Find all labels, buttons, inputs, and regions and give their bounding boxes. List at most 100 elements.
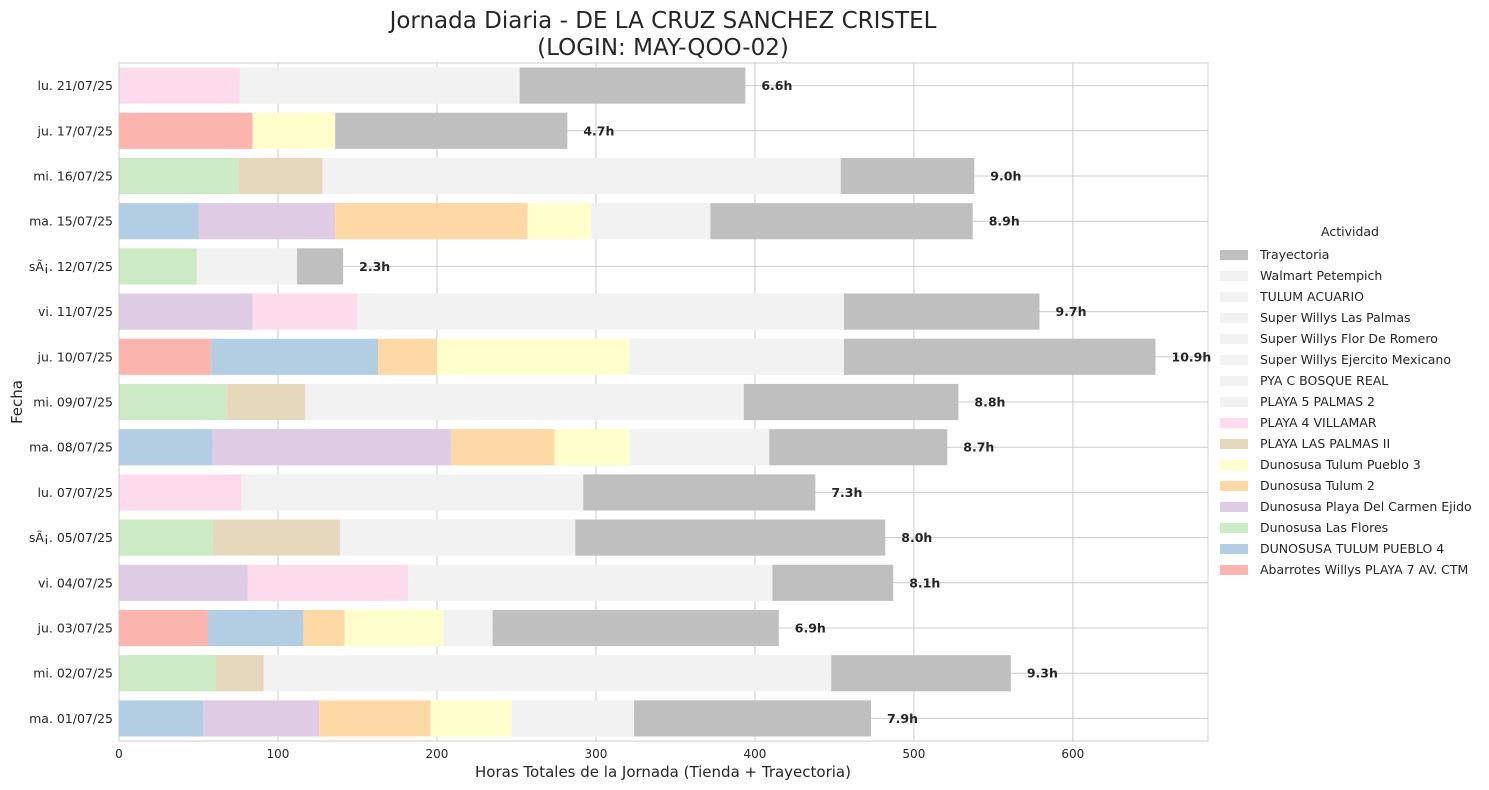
y-tick-label: sÃ¡. 12/07/25 — [29, 259, 113, 274]
bar-segment — [119, 112, 253, 149]
y-tick-label: mi. 02/07/25 — [33, 666, 113, 681]
legend-swatch — [1220, 249, 1248, 260]
bar-total-label: 7.3h — [831, 485, 862, 500]
legend-entry: PLAYA LAS PALMAS II — [1216, 433, 1484, 454]
bar-total-label: 6.9h — [795, 621, 826, 636]
legend-label: Abarrotes Willys PLAYA 7 AV. CTM — [1260, 562, 1469, 577]
bar-segment — [831, 655, 1011, 692]
legend-entries: Trayectoria Walmart Petempich TULUM ACUARI… — [1216, 244, 1484, 580]
legend-label: PLAYA LAS PALMAS II — [1260, 436, 1391, 451]
legend-label: Super Willys Flor De Romero — [1260, 331, 1438, 346]
y-tick-label: ju. 03/07/25 — [37, 621, 113, 636]
legend-label: Dunosusa Tulum 2 — [1260, 478, 1375, 493]
bar-segment — [212, 519, 340, 556]
bar-segment — [335, 203, 528, 240]
legend-label: DUNOSUSA TULUM PUEBLO 4 — [1260, 541, 1445, 556]
bar-segment — [119, 429, 213, 466]
legend-swatch — [1220, 543, 1248, 554]
legend-title: Actividad — [1321, 224, 1379, 239]
bar-total-label: 10.9h — [1172, 349, 1212, 364]
legend-swatch — [1220, 459, 1248, 470]
bar-segment — [239, 67, 520, 104]
bar-segment — [119, 338, 212, 375]
legend-entry: PYA C BOSQUE REAL — [1216, 370, 1484, 391]
bars — [119, 67, 1156, 737]
bar-segment — [519, 67, 746, 104]
bar-segment — [203, 700, 320, 737]
legend-label: PLAYA 4 VILLAMAR — [1260, 415, 1377, 430]
x-tick-label: 500 — [902, 747, 925, 761]
bar-segment — [303, 609, 345, 647]
bar-segment — [575, 519, 886, 556]
bar-total-label: 8.7h — [963, 440, 994, 455]
x-tick-label: 300 — [584, 747, 607, 761]
bar-total-label: 6.6h — [761, 78, 792, 93]
bar-segment — [772, 564, 894, 601]
bar-segment — [840, 157, 975, 195]
bar-segment — [212, 429, 452, 466]
legend: Actividad Trayectoria Walmart Petempich TU… — [1216, 224, 1484, 580]
legend-entry: Super Willys Ejercito Mexicano — [1216, 349, 1484, 370]
bar-segment — [119, 609, 209, 647]
legend-entry: Dunosusa Playa Del Carmen Ejido — [1216, 496, 1484, 517]
bar-segment — [443, 609, 493, 647]
bar-segment — [211, 338, 379, 375]
bar-segment — [119, 157, 239, 195]
y-tick-label: vi. 04/07/25 — [38, 575, 113, 590]
legend-swatch — [1220, 522, 1248, 533]
y-tick-label: ma. 08/07/25 — [29, 440, 113, 455]
bar-segment — [591, 203, 711, 240]
chart-title: Jornada Diaria - DE LA CRUZ SANCHEZ CRIS… — [388, 8, 937, 34]
bar-segment — [119, 293, 253, 330]
bar-segment — [339, 519, 576, 556]
legend-label: Walmart Petempich — [1260, 268, 1383, 283]
bar-total-label: 9.0h — [990, 169, 1021, 184]
legend-entry: Super Willys Flor De Romero — [1216, 328, 1484, 349]
bar-total-label: 9.3h — [1027, 666, 1058, 681]
bar-segment — [305, 383, 744, 421]
bar-segment — [843, 293, 1040, 330]
y-tick-label: mi. 09/07/25 — [33, 395, 113, 410]
bar-segment — [629, 429, 770, 466]
bar-segment — [119, 474, 242, 511]
legend-swatch — [1220, 396, 1248, 407]
bar-segment — [196, 248, 298, 285]
bar-segment — [511, 700, 635, 737]
y-tick-label: ma. 01/07/25 — [29, 711, 113, 726]
bar-segment — [378, 338, 437, 375]
y-tick-label: lu. 07/07/25 — [38, 485, 113, 500]
bar-segment — [527, 203, 592, 240]
legend-swatch — [1220, 312, 1248, 323]
y-tick-label: sÃ¡. 05/07/25 — [29, 530, 113, 545]
bar-segment — [583, 474, 816, 511]
x-tick-label: 200 — [426, 747, 449, 761]
legend-entry: Super Willys Las Palmas — [1216, 307, 1484, 328]
legend-entry: PLAYA 5 PALMAS 2 — [1216, 391, 1484, 412]
legend-entry: Walmart Petempich — [1216, 265, 1484, 286]
y-tick-label: ju. 10/07/25 — [37, 349, 113, 364]
bar-segment — [252, 112, 336, 149]
bar-segment — [238, 157, 323, 195]
legend-entry: Abarrotes Willys PLAYA 7 AV. CTM — [1216, 559, 1484, 580]
bar-segment — [215, 655, 264, 692]
bar-segment — [843, 338, 1156, 375]
labels: 0 100 200 300 400 500 600 lu. 21/07/25 ju. 17/07… — [29, 78, 1211, 761]
bar-segment — [227, 383, 306, 421]
bar-total-label: 2.3h — [359, 259, 390, 274]
y-axis-label: Fecha — [8, 380, 26, 424]
legend-entry: DUNOSUSA TULUM PUEBLO 4 — [1216, 538, 1484, 559]
bar-total-label: 8.9h — [989, 214, 1020, 229]
bar-segment — [119, 203, 199, 240]
bar-segment — [344, 609, 444, 647]
bar-segment — [634, 700, 871, 737]
bar-total-label: 8.8h — [974, 395, 1005, 410]
legend-entry: TULUM ACUARIO — [1216, 286, 1484, 307]
bar-segment — [297, 248, 344, 285]
legend-entry: PLAYA 4 VILLAMAR — [1216, 412, 1484, 433]
bar-segment — [743, 383, 959, 421]
bar-total-label: 8.1h — [909, 575, 940, 590]
bar-segment — [247, 564, 409, 601]
bar-segment — [629, 338, 844, 375]
legend-swatch — [1220, 438, 1248, 449]
